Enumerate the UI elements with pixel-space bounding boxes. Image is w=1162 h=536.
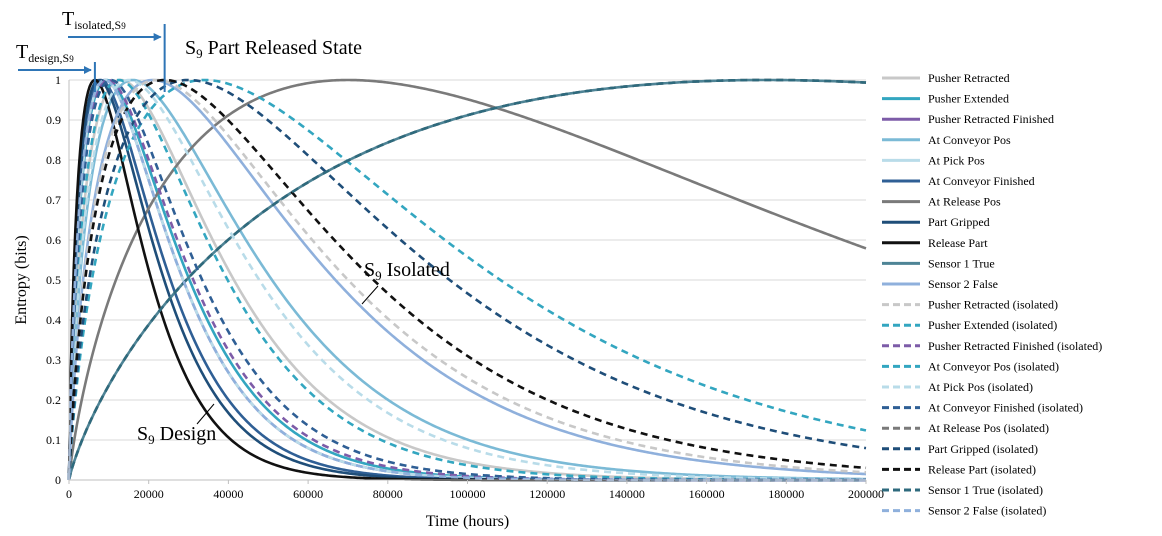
series-line bbox=[67, 78, 867, 481]
y-tick-label: 0.9 bbox=[46, 113, 61, 127]
y-tick-label: 0.6 bbox=[46, 233, 61, 247]
series-layer bbox=[67, 78, 867, 482]
legend-label: Part Gripped (isolated) bbox=[928, 442, 1038, 456]
x-tick-label: 180000 bbox=[768, 487, 804, 501]
isolated-label-sub: 9 bbox=[375, 268, 382, 283]
y-tick-label: 0.3 bbox=[46, 353, 61, 367]
t-design-sub: design,S bbox=[28, 51, 69, 65]
x-tick-label: 0 bbox=[66, 487, 72, 501]
isolated-label: S9 Isolated bbox=[364, 259, 450, 283]
isolated-label-prefix: S bbox=[364, 259, 375, 281]
legend-label: Sensor 1 True (isolated) bbox=[928, 483, 1043, 497]
legend-label: Pusher Retracted Finished bbox=[928, 112, 1054, 126]
design-label-sub: 9 bbox=[148, 432, 155, 447]
y-axis-title: Entropy (bits) bbox=[13, 235, 30, 324]
t-isolated-sub2: 9 bbox=[121, 21, 126, 31]
grid-layer bbox=[69, 79, 866, 441]
legend-label: At Release Pos (isolated) bbox=[928, 421, 1049, 435]
y-tick-label: 0.4 bbox=[46, 313, 61, 327]
y-tick-label: 0.2 bbox=[46, 393, 61, 407]
y-tick-label: 0.5 bbox=[46, 273, 61, 287]
x-tick-label: 20000 bbox=[134, 487, 164, 501]
legend-label: At Release Pos bbox=[928, 195, 1001, 209]
t-design-base: T bbox=[16, 41, 28, 63]
series-line bbox=[67, 78, 867, 481]
t-design-label: Tdesign,S9 bbox=[16, 41, 74, 65]
x-tick-label: 40000 bbox=[213, 487, 243, 501]
series-line bbox=[67, 78, 867, 481]
y-tick-label: 0 bbox=[55, 473, 61, 487]
isolated-leader bbox=[361, 285, 379, 305]
t-isolated-base: T bbox=[62, 8, 74, 30]
series-line bbox=[67, 78, 866, 482]
design-label-rest: Design bbox=[155, 423, 217, 445]
y-tick-label: 1 bbox=[55, 73, 61, 87]
x-tick-label: 60000 bbox=[293, 487, 323, 501]
legend-label: Pusher Retracted Finished (isolated) bbox=[928, 339, 1102, 353]
legend: Pusher Retracted Pusher Extended Pusher Re… bbox=[882, 71, 1102, 518]
legend-label: Release Part (isolated) bbox=[928, 462, 1036, 476]
series-line bbox=[67, 78, 867, 481]
design-leader bbox=[196, 403, 215, 425]
series-line bbox=[67, 78, 866, 482]
t-isolated-sub: isolated,S bbox=[74, 18, 121, 32]
state-title: S9 Part Released State bbox=[185, 37, 362, 61]
design-label-prefix: S bbox=[137, 423, 148, 445]
t-isolated-label: Tisolated,S9 bbox=[62, 8, 126, 32]
annotations: Tdesign,S9 Tisolated,S9 S9 Part Released… bbox=[16, 8, 450, 447]
state-title-prefix: S bbox=[185, 37, 196, 59]
legend-label: At Pick Pos (isolated) bbox=[928, 380, 1033, 394]
t-design-sub2: 9 bbox=[69, 54, 74, 64]
y-tick-label: 0.8 bbox=[46, 153, 61, 167]
x-tick-label: 200000 bbox=[848, 487, 884, 501]
y-tick-label: 0.7 bbox=[46, 193, 61, 207]
legend-label: At Conveyor Finished bbox=[928, 174, 1035, 188]
legend-label: Sensor 2 False bbox=[928, 277, 998, 291]
legend-label: At Conveyor Finished (isolated) bbox=[928, 401, 1083, 415]
axes-layer: 0 0.1 0.2 0.3 0.4 0.5 0.6 0.7 0.8 0.9 1 0 20000 40000… bbox=[13, 73, 884, 530]
x-tick-label: 80000 bbox=[373, 487, 403, 501]
legend-label: Pusher Retracted (isolated) bbox=[928, 298, 1058, 312]
legend-label: Part Gripped bbox=[928, 215, 990, 229]
series-line bbox=[67, 78, 867, 481]
legend-label: Sensor 1 True bbox=[928, 256, 995, 270]
legend-label: At Conveyor Pos bbox=[928, 133, 1011, 147]
x-tick-label: 160000 bbox=[689, 487, 725, 501]
series-line bbox=[67, 78, 867, 481]
state-title-rest: Part Released State bbox=[203, 37, 363, 59]
series-line bbox=[67, 78, 867, 481]
state-title-sub: 9 bbox=[196, 46, 203, 61]
legend-label: Pusher Extended (isolated) bbox=[928, 318, 1057, 332]
x-tick-label: 120000 bbox=[529, 487, 565, 501]
x-tick-label: 100000 bbox=[450, 487, 486, 501]
x-axis-title: Time (hours) bbox=[426, 513, 509, 530]
x-tick-label: 140000 bbox=[609, 487, 645, 501]
design-label: S9 Design bbox=[137, 423, 216, 447]
legend-label: Sensor 2 False (isolated) bbox=[928, 504, 1046, 518]
legend-label: Pusher Extended bbox=[928, 92, 1009, 106]
legend-label: Pusher Retracted bbox=[928, 71, 1010, 85]
series-line bbox=[67, 78, 867, 481]
y-tick-label: 0.1 bbox=[46, 433, 61, 447]
legend-label: At Conveyor Pos (isolated) bbox=[928, 359, 1059, 373]
legend-label: Release Part bbox=[928, 236, 988, 250]
series-line bbox=[67, 78, 867, 481]
isolated-label-rest: Isolated bbox=[382, 259, 450, 281]
series-line bbox=[67, 78, 866, 482]
legend-label: At Pick Pos bbox=[928, 153, 985, 167]
